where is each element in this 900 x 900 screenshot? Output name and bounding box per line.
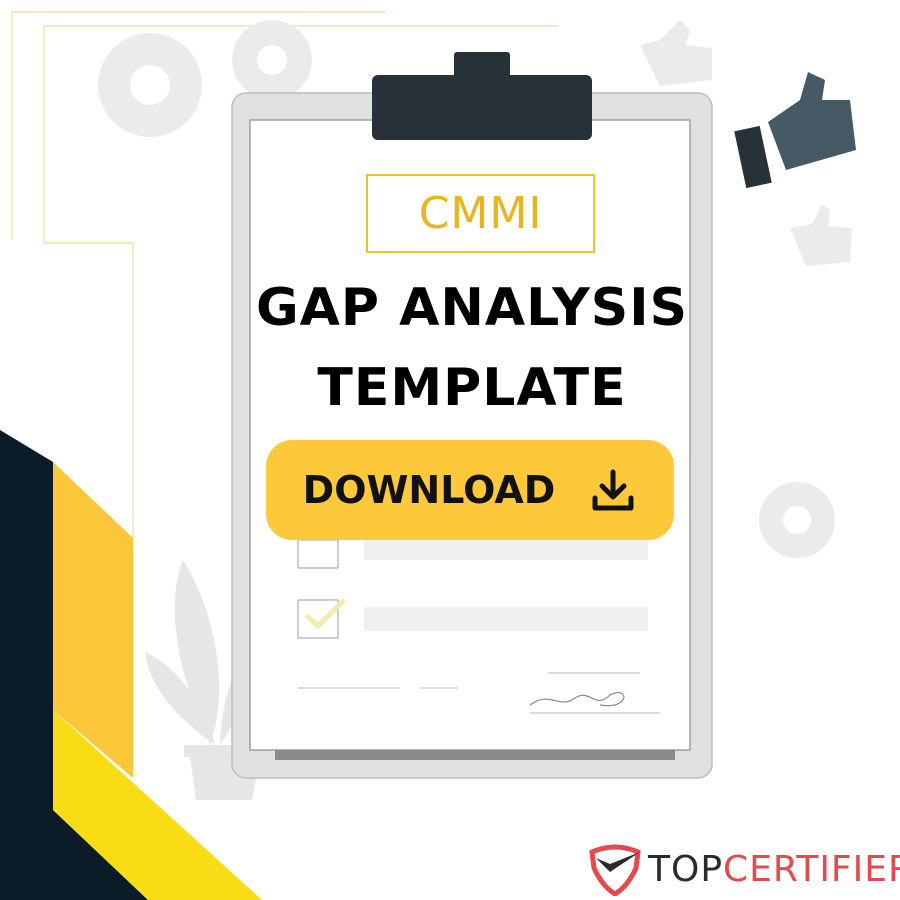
brand-certifier: CERTIFIER [723,848,900,890]
topcertifier-logo[interactable]: TOPCERTIFIER [588,842,900,896]
clipboard [231,52,713,779]
gold-outline-lines [11,11,558,538]
cmmi-badge: CMMI [366,174,595,253]
download-icon [592,469,634,511]
gear-icon [98,20,835,558]
thumbs-up-icon [640,20,856,266]
shield-check-icon [589,844,641,896]
brand-top: TOP [648,848,724,890]
download-button[interactable]: DOWNLOAD [266,440,674,540]
dark-band [0,430,148,900]
download-label: DOWNLOAD [302,468,556,512]
yellow-band [53,710,262,900]
orange-band [53,462,133,778]
title-line-1: GAP ANALYSIS [255,278,689,338]
title-line-2: TEMPLATE [317,358,627,418]
